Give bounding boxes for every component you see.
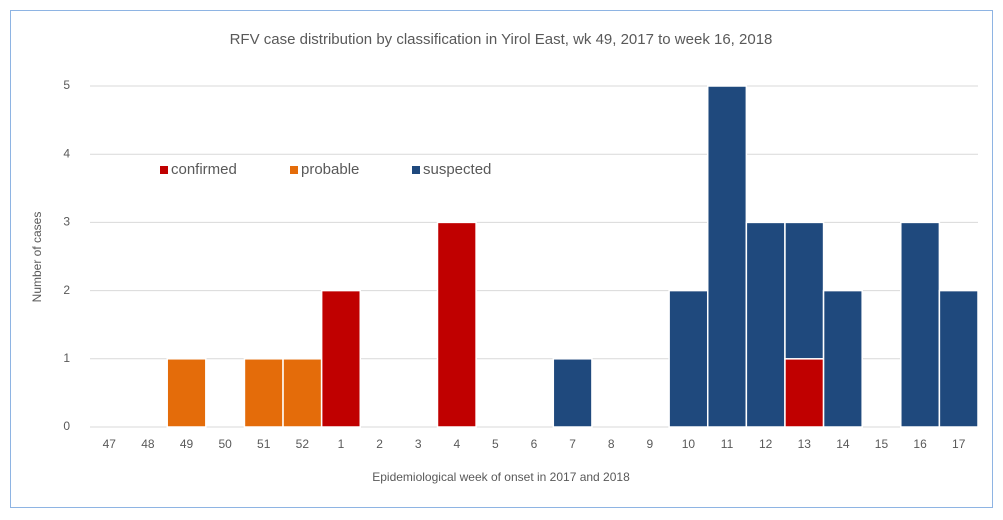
bar: [822, 289, 863, 428]
x-tick-label: 17: [952, 437, 966, 451]
x-tick-label: 15: [875, 437, 889, 451]
legend-swatch: [160, 166, 168, 174]
x-tick-label: 6: [531, 437, 538, 451]
chart-frame: [10, 10, 993, 508]
x-tick-label: 9: [646, 437, 653, 451]
x-tick-label: 8: [608, 437, 615, 451]
bar: [668, 289, 709, 428]
y-tick-label: 0: [63, 419, 70, 433]
bar: [900, 221, 941, 428]
x-tick-label: 11: [721, 437, 734, 451]
x-tick-label: 48: [141, 437, 155, 451]
x-tick-label: 50: [218, 437, 232, 451]
y-tick-label: 4: [63, 146, 70, 160]
x-tick-label: 49: [180, 437, 194, 451]
x-tick-label: 13: [798, 437, 812, 451]
x-tick-label: 51: [257, 437, 271, 451]
y-tick-label: 3: [63, 215, 70, 229]
bar: [784, 358, 825, 428]
legend-label: probable: [301, 161, 359, 178]
x-tick-label: 5: [492, 437, 499, 451]
bar: [552, 358, 593, 428]
x-tick-label: 16: [913, 437, 927, 451]
x-axis-label: Epidemiological week of onset in 2017 an…: [372, 470, 630, 484]
x-tick-label: 10: [682, 437, 696, 451]
x-tick-label: 52: [296, 437, 310, 451]
x-tick-label: 3: [415, 437, 422, 451]
bar: [243, 358, 284, 428]
bar: [938, 289, 979, 428]
x-tick-label: 47: [103, 437, 117, 451]
x-tick-label: 2: [376, 437, 383, 451]
y-tick-label: 5: [63, 78, 70, 92]
bar: [436, 221, 477, 428]
bar: [745, 221, 786, 428]
chart-title: RFV case distribution by classification …: [230, 31, 773, 48]
y-tick-label: 1: [63, 351, 70, 365]
legend-label: suspected: [423, 161, 491, 178]
bar: [706, 85, 748, 428]
legend-label: confirmed: [171, 161, 237, 178]
x-tick-label: 1: [338, 437, 345, 451]
x-tick-label: 14: [836, 437, 850, 451]
legend-swatch: [412, 166, 420, 174]
y-tick-label: 2: [63, 283, 70, 297]
legend-swatch: [290, 166, 298, 174]
x-tick-label: 12: [759, 437, 773, 451]
bar: [282, 358, 323, 428]
y-axis-label: Number of cases: [30, 212, 44, 303]
bar: [784, 221, 825, 360]
bar: [166, 358, 207, 428]
x-tick-label: 7: [569, 437, 576, 451]
bar: [320, 289, 362, 428]
x-tick-label: 4: [453, 437, 460, 451]
